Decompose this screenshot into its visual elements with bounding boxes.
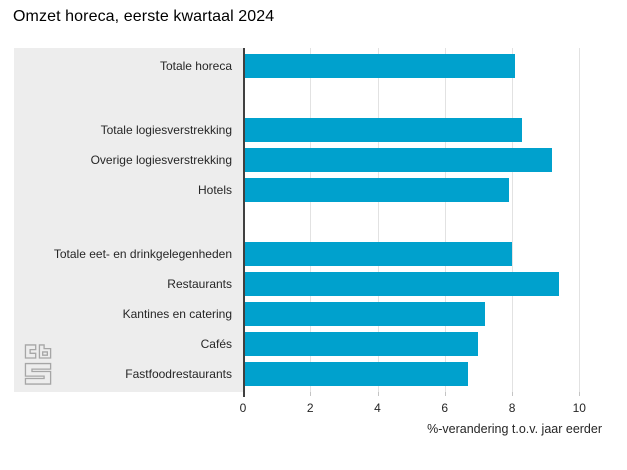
bar-row [243, 329, 600, 359]
bar [243, 242, 513, 266]
bar [243, 302, 486, 326]
x-tick-mark [377, 392, 379, 396]
bar [243, 362, 469, 386]
cbs-logo [24, 344, 52, 385]
category-label: Kantines en catering [122, 307, 232, 321]
bar-row [243, 145, 600, 175]
bar-row [243, 239, 600, 269]
x-tick-mark [310, 392, 312, 396]
x-tick-label: 0 [239, 401, 247, 415]
category-labels: Totale horeca Totale logiesverstrekking Ov… [14, 48, 243, 392]
gridline [579, 48, 581, 392]
x-axis-title: %-verandering t.o.v. jaar eerder [427, 422, 602, 436]
bar-row [243, 359, 600, 389]
bar-row [243, 175, 600, 205]
category-label: Hotels [197, 183, 232, 197]
category-label: Restaurants [167, 277, 232, 291]
bar [243, 272, 560, 296]
plot-area [243, 48, 600, 397]
bar-row [243, 51, 600, 81]
category-label: Fastfoodrestaurants [125, 367, 232, 381]
group-spacer [243, 205, 600, 239]
gridline [444, 48, 446, 392]
bar-row [243, 269, 600, 299]
gridline [512, 48, 514, 392]
category-label: Totale horeca [159, 59, 232, 73]
bar-row [243, 115, 600, 145]
x-tick-mark [579, 392, 581, 396]
group-spacer [14, 81, 243, 115]
group-spacer [243, 81, 600, 115]
bar [243, 118, 523, 142]
category-label: Cafés [200, 337, 232, 351]
category-label: Totale logiesverstrekking [100, 123, 232, 137]
x-axis-ticks: 0 2 4 6 8 10 [239, 401, 600, 416]
gridline [377, 48, 379, 392]
bar [243, 148, 553, 172]
x-tick-label: 10 [572, 401, 586, 415]
bar [243, 54, 516, 78]
y-axis-line [243, 48, 245, 397]
bar [243, 178, 509, 202]
group-spacer [14, 205, 243, 239]
x-tick-label: 4 [374, 401, 381, 415]
bars-area [243, 48, 600, 392]
x-tick-label: 2 [306, 401, 314, 415]
chart-title: Omzet horeca, eerste kwartaal 2024 [13, 8, 275, 25]
gridline [310, 48, 312, 392]
bar [243, 332, 479, 356]
x-tick-label: 6 [441, 401, 449, 415]
x-tick-mark [444, 392, 446, 396]
x-tick-label: 8 [508, 401, 516, 415]
category-label: Totale eet- en drinkgelegenheden [53, 247, 232, 261]
category-panel: Totale horeca Totale logiesverstrekking Ov… [14, 48, 243, 392]
category-label: Overige logiesverstrekking [90, 153, 232, 167]
bar-row [243, 299, 600, 329]
x-tick-mark [512, 392, 514, 396]
